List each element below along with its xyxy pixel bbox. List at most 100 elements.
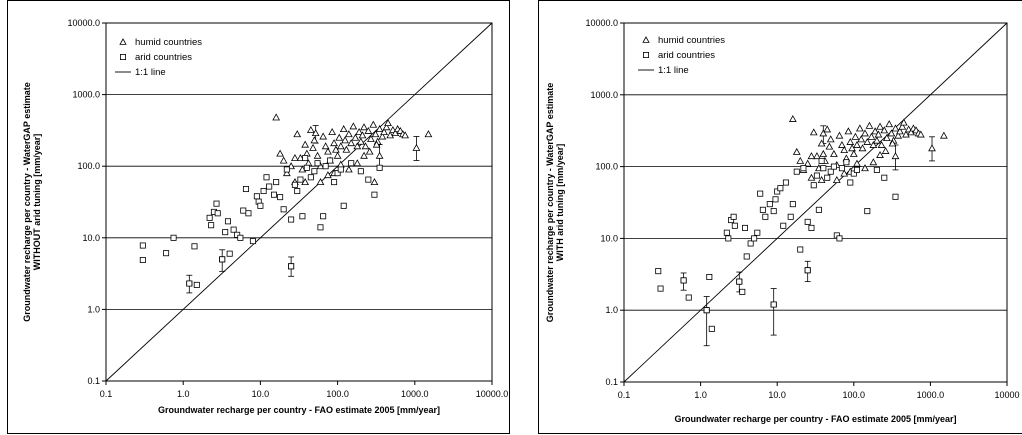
humid-point bbox=[372, 140, 381, 148]
x-tick-label: 0.1 bbox=[100, 389, 113, 399]
humid-point bbox=[370, 178, 379, 186]
arid-point bbox=[170, 234, 177, 241]
arid-point bbox=[743, 253, 750, 260]
humid-point bbox=[899, 118, 908, 126]
x-axis-label: Groundwater recharge per country - FAO e… bbox=[674, 414, 956, 424]
y-tick-label: 1000.0 bbox=[72, 90, 100, 100]
humid-point bbox=[335, 133, 344, 141]
humid-point bbox=[907, 128, 915, 136]
humid-point bbox=[324, 171, 332, 179]
humid-point bbox=[358, 131, 367, 139]
humid-point bbox=[360, 123, 368, 131]
arid-point bbox=[800, 165, 807, 172]
legend-item-triangle: humid countries bbox=[642, 35, 725, 46]
y-tick-label: 0.1 bbox=[87, 376, 100, 386]
humid-point bbox=[342, 145, 351, 153]
arid-point bbox=[208, 222, 215, 229]
arid-point bbox=[283, 166, 290, 173]
arid-point bbox=[766, 201, 773, 208]
arid-point bbox=[288, 263, 295, 270]
arid-point bbox=[797, 246, 804, 253]
arid-point bbox=[314, 160, 321, 167]
humid-point bbox=[412, 143, 421, 151]
humid-point bbox=[807, 152, 816, 160]
arid-point bbox=[810, 182, 817, 189]
humid-point bbox=[848, 144, 856, 152]
humid-point bbox=[276, 149, 284, 157]
arid-point bbox=[850, 170, 857, 177]
scatter-chart-without-tuning: 0.1 1.0 10.0 100.0 1000.0 10000.0 0.1 1.0 10.0 10… bbox=[22, 18, 509, 415]
arid-point bbox=[214, 210, 221, 217]
arid-point bbox=[774, 188, 781, 195]
humid-point bbox=[301, 178, 310, 186]
arid-point bbox=[371, 191, 378, 198]
humid-point bbox=[353, 142, 362, 150]
humid-point bbox=[855, 124, 864, 132]
humid-point bbox=[840, 146, 849, 154]
humid-point bbox=[807, 173, 816, 181]
humid-point bbox=[928, 144, 936, 152]
humid-point bbox=[796, 156, 805, 164]
humid-point bbox=[391, 129, 400, 137]
humid-point bbox=[347, 139, 356, 147]
arid-point bbox=[780, 222, 787, 229]
humid-point bbox=[291, 154, 299, 162]
humid-point bbox=[867, 132, 876, 140]
humid-point bbox=[877, 140, 886, 148]
arid-point bbox=[804, 267, 811, 274]
humid-point bbox=[853, 140, 861, 148]
legend-label: 1:1 line bbox=[135, 67, 166, 78]
legend-label: humid countries bbox=[135, 37, 202, 48]
humid-point bbox=[851, 132, 860, 140]
arid-point bbox=[277, 194, 284, 201]
arid-point bbox=[219, 256, 226, 263]
humid-point bbox=[840, 169, 849, 177]
humid-point bbox=[788, 114, 797, 122]
legend-label: arid countries bbox=[135, 52, 192, 63]
humid-point bbox=[316, 178, 325, 186]
x-tick-label: 10000.0 bbox=[476, 389, 509, 399]
arid-point bbox=[847, 179, 854, 186]
humid-point bbox=[319, 132, 328, 140]
arid-point bbox=[731, 222, 738, 229]
arid-point bbox=[815, 206, 822, 213]
arid-point bbox=[331, 179, 338, 186]
humid-point bbox=[282, 169, 291, 177]
arid-point bbox=[242, 186, 249, 193]
humid-point bbox=[861, 129, 869, 137]
arid-point bbox=[742, 224, 749, 231]
arid-point bbox=[294, 188, 301, 195]
humid-point bbox=[898, 122, 907, 130]
arid-point bbox=[224, 218, 231, 225]
arid-point bbox=[186, 280, 193, 287]
arid-point bbox=[739, 288, 746, 295]
humid-point bbox=[272, 113, 281, 121]
x-tick-label: 10.0 bbox=[252, 389, 270, 399]
plot-area bbox=[623, 22, 1008, 383]
humid-point bbox=[324, 147, 332, 155]
arid-point bbox=[317, 224, 324, 231]
humid-point bbox=[849, 149, 858, 157]
square-icon bbox=[120, 54, 127, 61]
humid-point bbox=[846, 137, 855, 145]
arid-point bbox=[864, 208, 871, 215]
chart-panel-with-tuning: 0.1 1.0 10.0 100.0 1000.0 10000.0 0.1 1.0 10.0 10… bbox=[538, 0, 1022, 434]
humid-point bbox=[356, 137, 365, 145]
arid-point bbox=[813, 172, 820, 179]
humid-point bbox=[817, 139, 826, 147]
x-tick-label: 1000.0 bbox=[917, 390, 945, 400]
arid-point bbox=[789, 201, 796, 208]
x-tick-label: 1000.0 bbox=[401, 389, 429, 399]
y-tick-label: 100.0 bbox=[77, 161, 100, 171]
humid-point bbox=[891, 152, 900, 160]
arid-point bbox=[302, 155, 309, 162]
arid-point bbox=[770, 301, 777, 308]
arid-point bbox=[245, 210, 252, 217]
humid-point bbox=[353, 159, 362, 167]
y-tick-label: 1.0 bbox=[87, 304, 100, 314]
humid-point bbox=[380, 128, 388, 135]
arid-point bbox=[307, 174, 314, 181]
humid-point bbox=[321, 142, 330, 150]
humid-point bbox=[916, 130, 925, 138]
triangle-icon bbox=[642, 36, 650, 43]
